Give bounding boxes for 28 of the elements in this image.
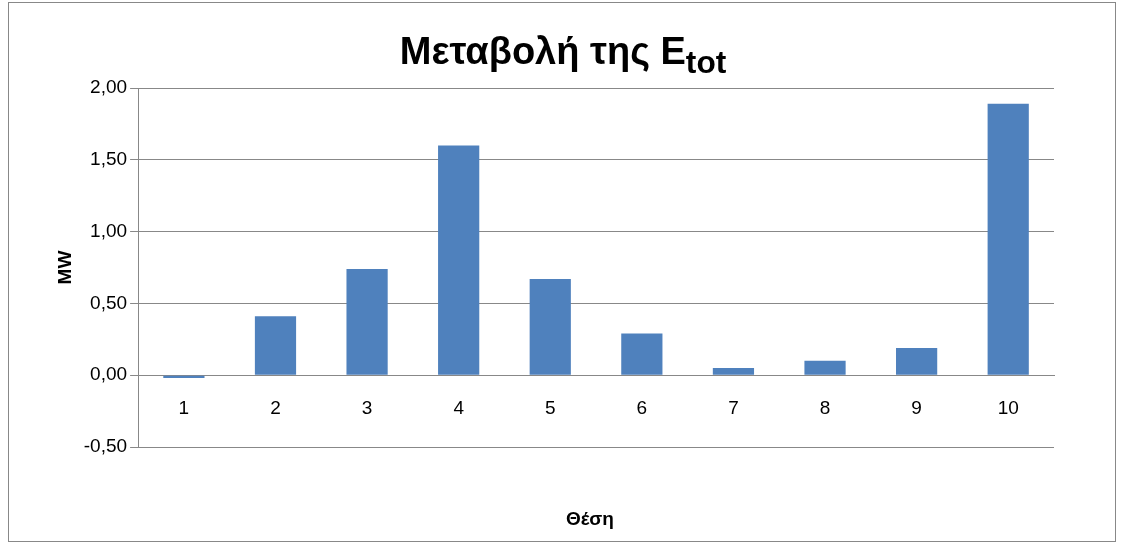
y-tick-label: 2,00 [90,76,128,98]
bar [896,347,938,375]
x-tick-label: 8 [819,396,831,418]
bar [712,368,755,375]
bar [987,103,1029,375]
x-tick-label: 9 [911,396,922,418]
chart-title: Μεταβολή της E$_{tot}$ [399,30,727,80]
y-tick-label: 0,50 [90,291,128,313]
y-tick-label: 1,50 [90,148,128,170]
y-tick-label: 0,00 [90,363,128,385]
bar [346,268,388,375]
y-tick-label: -0,50 [83,435,128,457]
x-tick-label: 7 [728,396,739,418]
y-axis-title: MW [53,250,75,285]
bar [529,278,571,375]
x-tick-label: 6 [636,396,648,418]
x-tick-label: 1 [178,396,190,418]
x-tick-label: 4 [453,396,465,418]
x-tick-label: 2 [270,396,281,418]
x-axis-title: Θέση [565,508,615,530]
bar [438,145,480,375]
bar [254,316,297,375]
x-tick-label: 10 [997,396,1019,418]
y-tick-label: 1,00 [90,219,128,241]
x-tick-label: 5 [544,396,556,418]
bar [621,333,663,375]
x-tick-label: 3 [361,396,373,418]
bar [804,360,846,375]
